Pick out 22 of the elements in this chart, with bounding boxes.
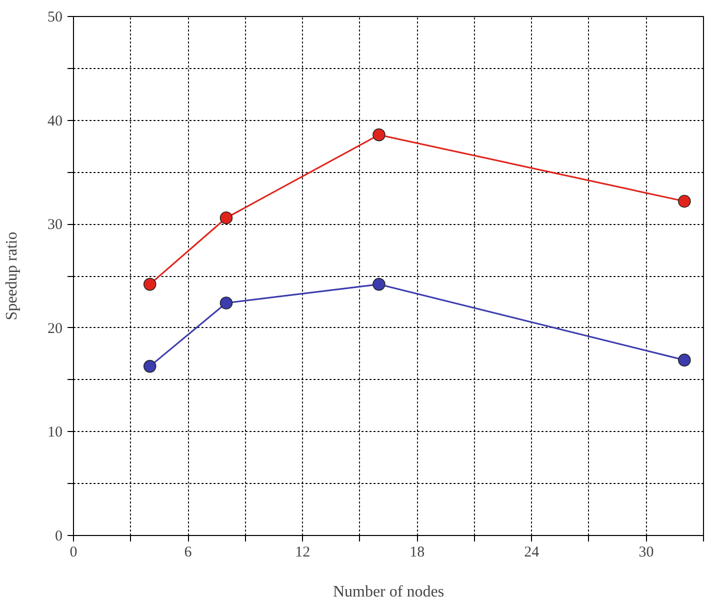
y-tick-label: 40: [48, 113, 62, 130]
point: [678, 194, 691, 208]
x-tick-label: 18: [410, 544, 425, 560]
point: [372, 278, 386, 291]
x-tick-label: 6: [184, 544, 192, 560]
point: [220, 296, 233, 310]
y-tick-label: 10: [48, 424, 62, 441]
x-axis-title: Number of nodes: [332, 584, 444, 600]
x-tick-label: 0: [70, 544, 78, 560]
y-axis-title: Speedup ratio: [4, 232, 20, 320]
point: [143, 278, 156, 291]
point: [143, 360, 156, 373]
y-tick-label: 30: [48, 217, 62, 234]
point: [678, 354, 691, 366]
y-tick-label: 0: [55, 528, 62, 544]
point: [220, 211, 233, 224]
x-tick-label: 12: [295, 544, 310, 560]
x-tick-label: 30: [638, 544, 654, 560]
point: [372, 128, 386, 142]
y-tick-label: 50: [48, 10, 62, 26]
x-tick-label: 24: [524, 544, 540, 560]
y-tick-label: 20: [48, 320, 62, 337]
